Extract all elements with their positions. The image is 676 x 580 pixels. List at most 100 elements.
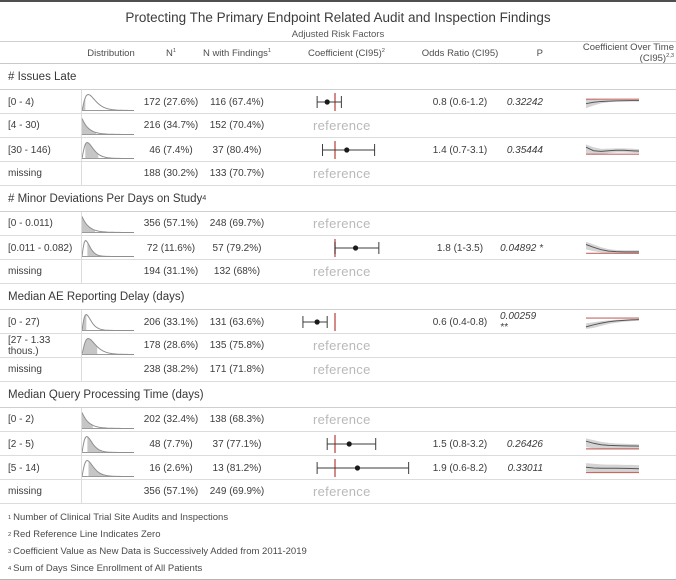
- n-findings-value: 249 (69.9%): [209, 486, 265, 497]
- odds-ratio-value: 1.5 (0.8-3.2): [432, 438, 488, 450]
- coefficient-over-time-sparkline: [563, 236, 676, 260]
- p-value: [500, 212, 563, 235]
- distribution-sparkline: [81, 358, 141, 381]
- p-value: 0.00259 **: [500, 311, 537, 333]
- n-findings-value: 248 (69.7%): [209, 218, 265, 229]
- coefficient-over-time-sparkline: [563, 334, 676, 357]
- n-findings-value: 132 (68%): [213, 266, 261, 277]
- footnote: 2 Red Reference Line Indicates Zero: [8, 529, 161, 540]
- distribution-sparkline: [81, 260, 141, 283]
- coefficient-over-time-sparkline: [563, 456, 676, 480]
- n-findings-value: 57 (79.2%): [212, 242, 262, 254]
- row-label: [5 - 14): [8, 462, 40, 474]
- p-value: 0.26426: [506, 438, 543, 450]
- coefficient-plot: [273, 236, 420, 260]
- distribution-sparkline: [81, 162, 141, 185]
- distribution-sparkline: [81, 432, 141, 456]
- footnotes: 1 Number of Clinical Trial Site Audits an…: [0, 504, 676, 577]
- distribution-sparkline: [81, 90, 141, 114]
- n-findings-value: 116 (67.4%): [210, 96, 264, 108]
- n-value: 48 (7.7%): [149, 438, 193, 450]
- odds-ratio-value: [420, 260, 500, 283]
- coefficient-over-time-sparkline: [563, 138, 676, 162]
- n-value: 194 (31.1%): [143, 266, 199, 277]
- p-value: [500, 358, 563, 381]
- coefficient-over-time-sparkline: [563, 480, 676, 503]
- n-value: 16 (2.6%): [149, 462, 193, 474]
- odds-ratio-value: 1.9 (0.6-8.2): [432, 462, 488, 474]
- table-row: [0 - 4) 172 (27.6%) 116 (67.4%) 0.8 (0.6-1.…: [0, 90, 676, 114]
- row-label: [30 - 146): [8, 144, 51, 156]
- coefficient-over-time-sparkline: [563, 90, 676, 114]
- reference-label: reference: [313, 216, 371, 231]
- odds-ratio-value: 1.8 (1-3.5): [436, 242, 484, 254]
- row-label: [0 - 0.011): [8, 218, 53, 229]
- distribution-sparkline: [81, 114, 141, 137]
- table-row: [0 - 0.011) 356 (57.1%) 248 (69.7%) referen…: [0, 212, 676, 236]
- coefficient-plot: [273, 138, 420, 162]
- distribution-sparkline: [81, 138, 141, 162]
- odds-ratio-value: [420, 114, 500, 137]
- table-row: [2 - 5) 48 (7.7%) 37 (77.1%) 1.5 (0.8-3.2) 0…: [0, 432, 676, 456]
- footnote: 1 Number of Clinical Trial Site Audits an…: [8, 512, 229, 523]
- odds-ratio-value: 1.4 (0.7-3.1): [432, 144, 488, 156]
- coefficient-over-time-sparkline: [563, 408, 676, 431]
- odds-ratio-value: [420, 212, 500, 235]
- section-title: # Issues Late: [0, 64, 676, 90]
- coefficient-over-time-sparkline: [563, 310, 676, 334]
- reference-label: reference: [313, 362, 371, 377]
- coefficient-over-time-sparkline: [563, 212, 676, 235]
- column-header-coefficient-over-time: Coefficient Over Time (CI95)2,3: [582, 42, 674, 65]
- row-label: missing: [8, 486, 42, 497]
- p-value: [500, 162, 563, 185]
- coefficient-over-time-sparkline: [563, 114, 676, 137]
- reference-label: reference: [313, 264, 371, 279]
- n-value: 216 (34.7%): [143, 120, 199, 131]
- row-label: [0 - 27): [8, 316, 40, 328]
- table-row: [27 - 1.33 thous.) 178 (28.6%) 135 (75.8%)…: [0, 334, 676, 358]
- n-value: 356 (57.1%): [143, 486, 199, 497]
- n-value: 202 (32.4%): [143, 414, 199, 425]
- n-value: 178 (28.6%): [143, 340, 199, 351]
- row-label: [4 - 30): [8, 120, 40, 131]
- table-body: # Issues Late [0 - 4) 172 (27.6%) 116 (67.4…: [0, 64, 676, 504]
- row-label: [0.011 - 0.082): [8, 242, 73, 254]
- odds-ratio-value: 0.8 (0.6-1.2): [432, 96, 488, 108]
- distribution-sparkline: [81, 236, 141, 260]
- odds-ratio-value: [420, 408, 500, 431]
- odds-ratio-value: [420, 162, 500, 185]
- n-findings-value: 13 (81.2%): [212, 462, 262, 474]
- odds-ratio-value: [420, 358, 500, 381]
- distribution-sparkline: [81, 310, 141, 334]
- page-subtitle: Adjusted Risk Factors: [291, 29, 385, 40]
- coefficient-plot: [273, 456, 420, 480]
- p-value: 0.35444: [506, 144, 543, 156]
- coefficient-over-time-sparkline: [563, 432, 676, 456]
- table-row: missing 238 (38.2%) 171 (71.8%) reference: [0, 358, 676, 382]
- row-label: missing: [8, 364, 42, 375]
- row-label: [2 - 5): [8, 438, 35, 450]
- coefficient-plot: [273, 90, 420, 114]
- coefficient-over-time-sparkline: [563, 162, 676, 185]
- section-title: Median AE Reporting Delay (days): [0, 284, 676, 310]
- distribution-sparkline: [81, 212, 141, 235]
- footnote: 3 Coefficient Value as New Data is Succes…: [8, 546, 307, 557]
- n-findings-value: 152 (70.4%): [209, 120, 265, 131]
- p-value: 0.32242: [506, 96, 543, 108]
- coefficient-over-time-sparkline: [563, 260, 676, 283]
- coefficient-plot: [273, 432, 420, 456]
- title-block: Protecting The Primary Endpoint Related …: [0, 2, 676, 42]
- page-title: Protecting The Primary Endpoint Related …: [125, 10, 551, 25]
- n-value: 72 (11.6%): [146, 242, 196, 254]
- n-findings-value: 171 (71.8%): [209, 364, 265, 375]
- distribution-sparkline: [81, 408, 141, 431]
- p-value: [500, 260, 563, 283]
- column-header-odds-ratio: Odds Ratio (CI95): [421, 47, 499, 59]
- table-row: [0 - 2) 202 (32.4%) 138 (68.3%) reference: [0, 408, 676, 432]
- table-header-row: Distribution N1 N with Findings1 Coeffic…: [0, 42, 676, 64]
- table-row: [0 - 27) 206 (33.1%) 131 (63.6%) 0.6 (0.4-0…: [0, 310, 676, 334]
- p-value: [500, 114, 563, 137]
- table-row: [0.011 - 0.082) 72 (11.6%) 57 (79.2%) 1.8 (…: [0, 236, 676, 260]
- n-findings-value: 133 (70.7%): [209, 168, 265, 179]
